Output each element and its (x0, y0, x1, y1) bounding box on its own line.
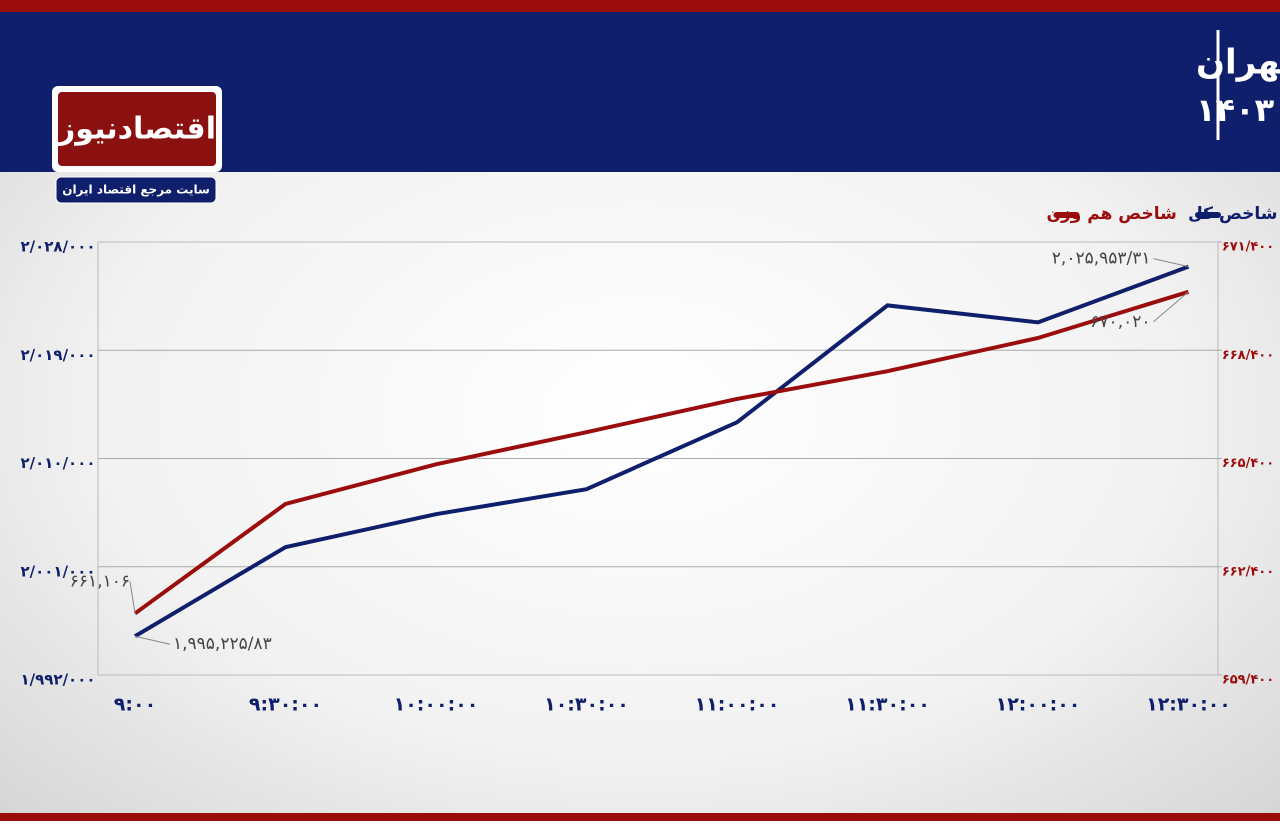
series-line (133, 289, 1190, 616)
label-leader (134, 635, 171, 645)
y2-tick-label: ۶۶۸/۴۰۰ (1222, 348, 1274, 363)
chart-subtitle: یکشنبه ۶ آبان ۱۴۰۳ (1196, 90, 1280, 129)
data-label: ۲,۰۲۵,۹۵۳/۳۱ (1052, 249, 1151, 269)
label-leader (1153, 258, 1189, 268)
series-line (133, 264, 1190, 638)
x-tick-label: ۹:۳۰:۰۰ (249, 694, 322, 716)
x-tick-label: ۱۲:۳۰:۰۰ (1146, 694, 1231, 716)
y2-tick-label: ۶۶۲/۴۰۰ (1222, 564, 1274, 579)
x-tick-label: ۱۰:۰۰:۰۰ (394, 694, 479, 716)
y-tick-label: ۲/۰۱۰/۰۰۰ (20, 454, 95, 472)
x-tick-label: ۱۱:۳۰:۰۰ (845, 694, 930, 716)
x-tick-label: ۱۲:۰۰:۰۰ (996, 694, 1081, 716)
y-tick-label: ۲/۰۱۹/۰۰۰ (20, 346, 95, 364)
y-tick-label: ۱/۹۹۲/۰۰۰ (20, 671, 95, 689)
data-label: ۱,۹۹۵,۲۲۵/۸۳ (173, 634, 272, 654)
data-label: ۶۶۱,۱۰۶ (70, 571, 130, 591)
legend-label: شاخص هم وزن (1046, 204, 1176, 224)
logo-name: اقتصادنیوز (56, 112, 216, 147)
y2-tick-label: ۶۷۱/۴۰۰ (1222, 240, 1274, 255)
top-bar (0, 0, 1280, 12)
x-tick-label: ۹:۰۰ (114, 694, 156, 716)
logo-box (58, 92, 216, 166)
data-label: ۶۷۰,۰۲۰ (1090, 312, 1150, 332)
x-tick-label: ۱۱:۰۰:۰۰ (695, 694, 780, 716)
y2-tick-label: ۶۵۹/۴۰۰ (1222, 673, 1274, 688)
chart-title: روند ساعتی شاخص کل و هم‌وزن بورس تهران (1196, 43, 1280, 83)
bottom-bar (0, 813, 1280, 821)
y-tick-label: ۲/۰۰۱/۰۰۰ (20, 562, 95, 580)
logo-tagline: سایت مرجع اقتصاد ایران (62, 183, 210, 197)
logo-tagline-box (55, 176, 217, 204)
label-leader (1153, 291, 1189, 323)
y2-tick-label: ۶۶۵/۴۰۰ (1222, 456, 1274, 471)
x-tick-label: ۱۰:۳۰:۰۰ (544, 694, 629, 716)
y-tick-label: ۲/۰۲۸/۰۰۰ (20, 238, 95, 256)
label-leader (129, 581, 136, 614)
legend-label: شاخص کل (1188, 204, 1278, 224)
